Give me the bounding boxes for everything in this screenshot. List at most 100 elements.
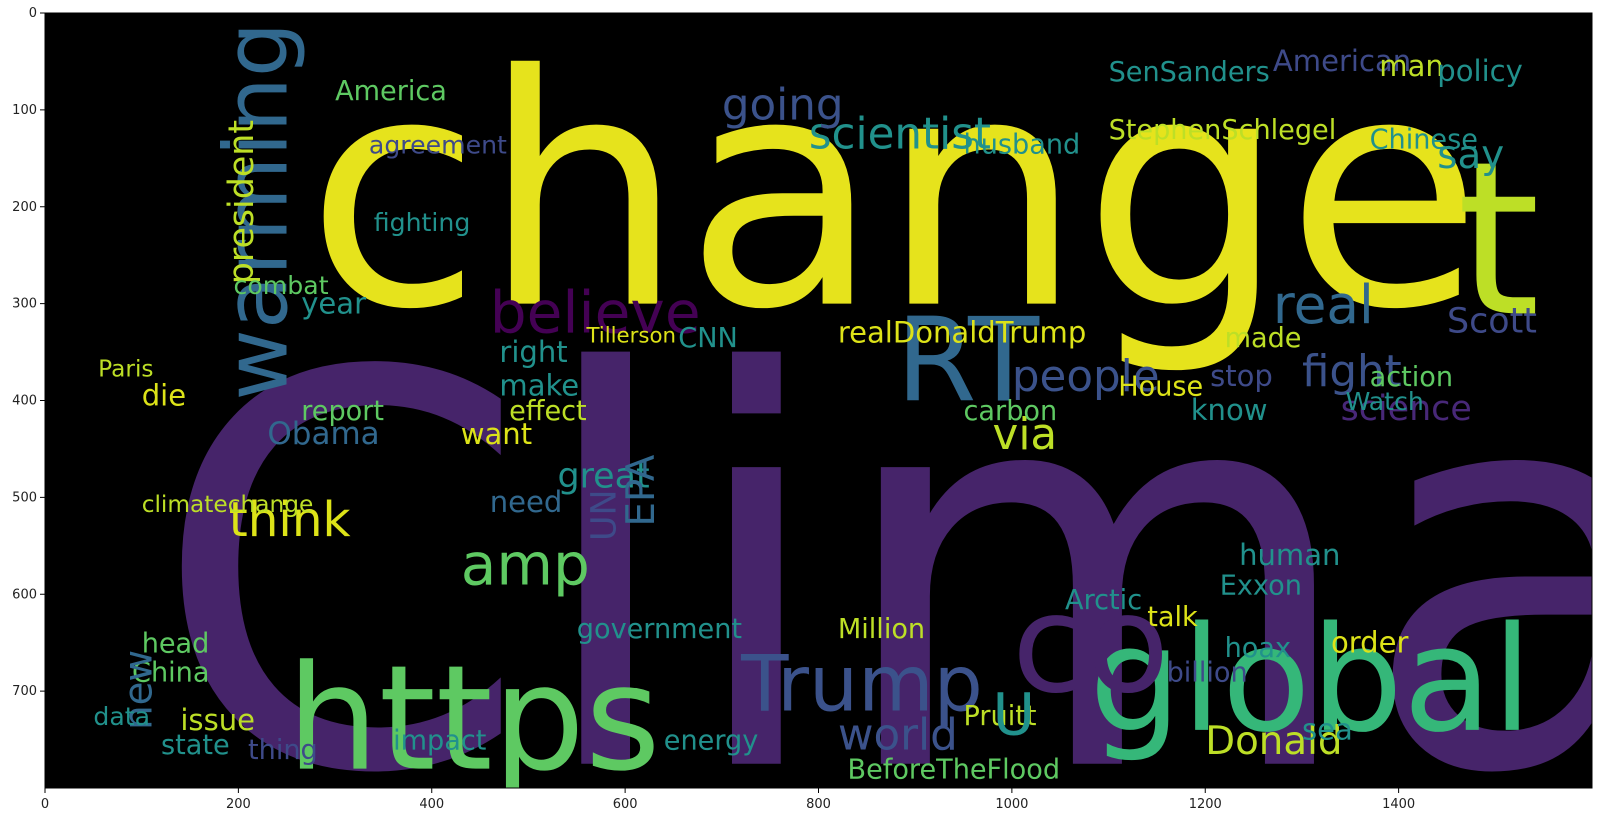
y-tick-label-3: 300 <box>12 297 37 312</box>
wordcloud-canvas: Climatechange https global warming RT t co Trum… <box>45 8 1606 823</box>
word-0: Climate <box>151 260 1606 823</box>
word-58: year <box>301 286 366 320</box>
word-45: talk <box>1147 602 1198 633</box>
word-5: RT <box>896 294 1040 429</box>
word-47: order <box>1331 625 1409 659</box>
word-24: say <box>1437 133 1504 178</box>
word-60: Paris <box>98 355 153 382</box>
wordcloud-background <box>45 13 1592 788</box>
x-tick-label-5: 1000 <box>995 797 1028 812</box>
word-66: data <box>93 702 150 731</box>
y-tick-label-0: 0 <box>29 6 37 21</box>
word-52: great <box>557 457 649 497</box>
word-3: global <box>1089 596 1532 765</box>
word-56: right <box>499 335 567 369</box>
word-23: via <box>993 410 1058 460</box>
y-tick-label-5: 500 <box>12 490 37 505</box>
word-44: Exxon <box>1220 570 1302 601</box>
word-74: know <box>1191 393 1268 427</box>
word-10: amp <box>461 531 590 599</box>
word-25: America <box>335 76 447 107</box>
word-73: stop <box>1210 359 1273 393</box>
word-49: sea <box>1302 713 1353 747</box>
word-76: CNN <box>678 323 738 354</box>
word-9: believe <box>490 279 701 347</box>
word-41: Pruitt <box>964 701 1037 732</box>
word-70: Watch <box>1345 387 1423 416</box>
word-62: issue <box>180 703 255 737</box>
x-tick-label-6: 1200 <box>1189 797 1222 812</box>
word-51: government <box>577 614 742 645</box>
word-71: action <box>1370 362 1453 393</box>
word-29: American <box>1273 44 1411 78</box>
y-axis-ticks: 0 100 200 300 400 500 600 700 <box>12 6 45 699</box>
word-64: state <box>161 730 230 761</box>
x-tick-label-3: 600 <box>613 797 638 812</box>
word-7: co <box>1012 565 1170 723</box>
word-20: president <box>222 120 262 284</box>
word-layer: Climatechange https global warming RT t co Trum… <box>93 8 1606 823</box>
word-2: https <box>287 635 661 804</box>
word-34: head <box>142 628 210 659</box>
x-tick-label-2: 400 <box>419 797 444 812</box>
word-4: warming <box>206 22 308 401</box>
x-tick-label-7: 1400 <box>1382 797 1415 812</box>
word-55: make <box>499 369 579 403</box>
word-8: Trump <box>740 640 983 730</box>
word-30: man <box>1379 49 1444 83</box>
word-37: report <box>301 396 384 427</box>
x-tick-label-1: 200 <box>226 797 251 812</box>
y-tick-label-2: 200 <box>12 200 37 215</box>
word-35: new <box>116 650 161 730</box>
word-21: realDonaldTrump <box>838 315 1086 349</box>
word-1: change <box>306 8 1482 380</box>
word-38: carbon <box>964 396 1058 427</box>
word-68: combat <box>234 271 329 300</box>
word-22: BeforeTheFlood <box>848 754 1061 785</box>
word-69: fighting <box>374 208 471 237</box>
word-27: husband <box>964 129 1081 160</box>
word-61: climatechange <box>142 491 314 518</box>
word-57: effect <box>509 396 587 427</box>
word-40: Million <box>838 614 925 645</box>
word-15: real <box>1273 274 1374 336</box>
x-axis-ticks: 0 200 400 600 800 1000 1200 1400 <box>41 788 1415 812</box>
x-tick-label-4: 800 <box>806 797 831 812</box>
word-14: people <box>1012 352 1160 402</box>
y-tick-label-4: 400 <box>12 394 37 409</box>
word-18: Donald <box>1205 719 1342 764</box>
word-67: agreement <box>369 130 507 159</box>
word-79: UN <box>584 489 624 541</box>
word-32: Chinese <box>1370 125 1478 156</box>
word-46: hoax <box>1225 633 1291 664</box>
word-63: thing <box>248 735 318 766</box>
word-16: fight <box>1302 347 1402 397</box>
word-11: think <box>229 492 351 548</box>
word-12: scientist <box>809 110 991 160</box>
word-17: world <box>838 710 958 760</box>
word-48: billion <box>1167 657 1248 688</box>
x-tick-label-0: 0 <box>41 797 49 812</box>
word-28: SenSanders <box>1109 57 1270 88</box>
y-tick-label-6: 600 <box>12 587 37 602</box>
word-43: Arctic <box>1065 585 1142 616</box>
word-72: Scott <box>1447 302 1537 342</box>
word-78: EPA <box>619 454 664 526</box>
word-54: want <box>461 417 532 451</box>
word-75: made <box>1225 323 1302 354</box>
word-42: human <box>1239 538 1340 572</box>
word-77: Tillerson <box>585 323 676 348</box>
word-80: U <box>993 681 1036 749</box>
y-tick-label-1: 100 <box>12 103 37 118</box>
word-31: policy <box>1437 54 1523 88</box>
word-26: StephenSchlegel <box>1109 115 1337 146</box>
word-19: science <box>1341 389 1472 429</box>
word-13: going <box>722 81 844 131</box>
word-33: China <box>132 657 209 688</box>
word-36: Obama <box>267 416 379 452</box>
y-tick-label-7: 700 <box>12 684 37 699</box>
word-39: House <box>1118 372 1203 403</box>
word-50: energy <box>664 725 758 756</box>
word-65: impact <box>393 725 486 756</box>
